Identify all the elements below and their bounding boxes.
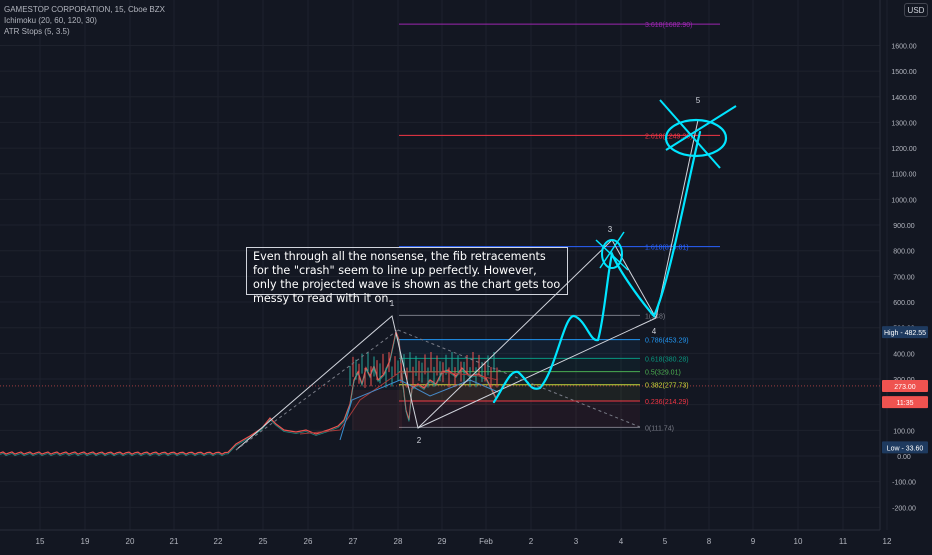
y-tick-label: 1300.00: [891, 120, 916, 127]
wave-label: 1: [390, 299, 395, 308]
y-tick-label: 100.00: [893, 428, 915, 435]
axes-group: 15 19 20 21 22 25 26 27 28 29 Feb 2 3 4 5 8 9 10 11 12-200.…: [0, 0, 928, 546]
x-tick-label: 25: [259, 537, 268, 546]
x-tick-label: 4: [619, 537, 624, 546]
indicator-atr-stops[interactable]: ATR Stops (5, 3.5): [4, 27, 70, 36]
trend-line: [611, 239, 657, 319]
wave-label: 2: [417, 436, 422, 445]
wave-label: 4: [652, 327, 657, 336]
x-tick-label: 10: [794, 537, 803, 546]
ichimoku-cloud: [410, 380, 495, 405]
price-badge-label: High - 482.55: [884, 330, 926, 337]
x-tick-label: 8: [707, 537, 712, 546]
ichimoku-span: [299, 371, 499, 435]
price-line-secondary: [0, 332, 497, 457]
fib-level-label: 0.786(453.29): [645, 338, 689, 345]
y-tick-label: 900.00: [893, 223, 915, 230]
x-tick-label: 9: [751, 537, 756, 546]
price-line: [0, 329, 497, 455]
x-tick-label: 20: [126, 537, 135, 546]
x-tick-label: 21: [170, 537, 179, 546]
wave-3-circle: [601, 239, 623, 269]
y-tick-label: 1500.00: [891, 69, 916, 76]
price-badge-label: 11:35: [897, 400, 914, 407]
x-tick-label: 11: [839, 537, 848, 546]
annotation-callout[interactable]: Even through all the nonsense, the fib r…: [246, 247, 568, 305]
y-tick-label: 0.00: [897, 454, 911, 461]
wave-3-cross: [599, 231, 625, 269]
y-tick-label: 600.00: [893, 300, 915, 307]
x-tick-label: 29: [438, 537, 447, 546]
chart-legend: GAMESTOP CORPORATION, 15, Cboe BZX Ichim…: [4, 4, 165, 37]
y-tick-label: -200.00: [892, 505, 916, 512]
y-tick-label: 400.00: [893, 351, 915, 358]
wave-label: 3: [608, 225, 613, 234]
fib-zone: [399, 371, 640, 385]
y-tick-label: 1000.00: [891, 197, 916, 204]
price-badge: [882, 379, 928, 392]
fib-zone: [399, 384, 640, 402]
wave-5-circle: [664, 118, 728, 158]
price-badge: [882, 326, 928, 339]
x-tick-label: 5: [663, 537, 668, 546]
x-tick-label: 22: [214, 537, 223, 546]
trend-dashed-line: [397, 329, 641, 428]
fib-level-label: 2.618(1249.36): [645, 133, 692, 140]
x-tick-label: 27: [349, 537, 358, 546]
indicator-ichimoku[interactable]: Ichimoku (20, 60, 120, 30): [4, 16, 97, 25]
ichimoku-cloud: [352, 390, 402, 430]
ichimoku-base: [339, 379, 499, 441]
x-tick-label: 2: [529, 537, 534, 546]
fib-level-label: 0.618(380.28): [645, 356, 689, 363]
x-tick-label: 26: [304, 537, 313, 546]
y-tick-label: 1600.00: [891, 43, 916, 50]
x-tick-label: Feb: [479, 537, 493, 546]
wave-5-cross: [665, 105, 737, 151]
fib-zone: [399, 401, 640, 428]
wave-3-cross: [595, 239, 629, 271]
price-badge: [882, 396, 928, 409]
symbol-title[interactable]: GAMESTOP CORPORATION, 15, Cboe BZX: [4, 5, 165, 14]
x-tick-label: 3: [574, 537, 579, 546]
y-tick-label: 1100.00: [892, 172, 917, 179]
x-tick-label: 28: [394, 537, 403, 546]
fib-retracement-group[interactable]: 3.618(1682.90) 2.618(1249.36) 1.618(815.81…: [399, 22, 720, 432]
currency-button[interactable]: USD: [904, 3, 928, 17]
x-tick-label: 19: [81, 537, 90, 546]
trend-dashed-line: [235, 329, 399, 451]
fib-level-label: 3.618(1682.90): [645, 22, 692, 29]
price-badge: [882, 441, 928, 454]
fib-level-label: 0.236(214.29): [645, 399, 689, 406]
wave-label: 5: [696, 96, 701, 105]
y-tick-label: -100.00: [892, 480, 916, 487]
price-badge-label: 273.00: [894, 384, 916, 391]
drawings-group[interactable]: 1 2 3 4 5: [235, 96, 737, 451]
projected-wave: [492, 130, 702, 404]
x-tick-label: 15: [36, 537, 45, 546]
y-tick-label: 1200.00: [891, 146, 916, 153]
fib-zone: [399, 358, 640, 372]
trend-line: [417, 239, 613, 429]
price-badge-label: Low - 33.60: [887, 445, 924, 452]
fib-level-label: 1.618(815.81): [645, 245, 689, 252]
y-tick-label: 700.00: [893, 274, 915, 281]
x-tick-label: 12: [883, 537, 892, 546]
fib-level-label: 0.5(329.01): [645, 370, 681, 377]
fib-level-label: 0(111.74): [645, 425, 674, 432]
y-tick-label: 800.00: [893, 249, 915, 256]
y-tick-label: 1400.00: [891, 95, 916, 102]
price-series: [0, 329, 499, 457]
